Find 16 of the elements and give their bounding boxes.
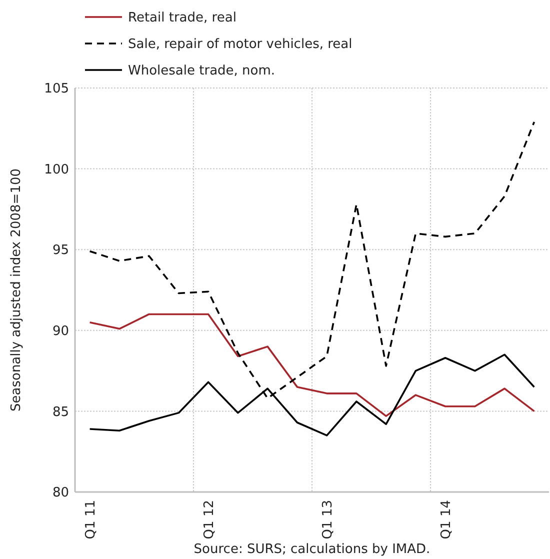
y-tick-label: 100	[44, 162, 69, 178]
legend-label: Retail trade, real	[128, 10, 236, 26]
y-tick-label: 95	[52, 243, 69, 258]
y-tick-label: 85	[52, 404, 69, 420]
y-tick-label: 80	[52, 486, 69, 501]
y-tick-label: 90	[52, 324, 69, 339]
y-axis-title: Seasonally adjusted index 2008=100	[9, 168, 24, 412]
legend-label: Wholesale trade, nom.	[128, 64, 276, 79]
x-tick-label: Q1 14	[438, 500, 454, 540]
line-series	[88, 313, 536, 417]
legend-label: Sale, repair of motor vehicles, real	[128, 37, 352, 52]
x-tick-label: Q1 13	[320, 500, 336, 540]
source-note: Source: SURS; calculations by IMAD.	[194, 542, 430, 557]
y-tick-label: 105	[44, 82, 69, 97]
x-tick-label: Q1 11	[83, 500, 98, 540]
x-tick-label: Q1 12	[202, 500, 217, 540]
